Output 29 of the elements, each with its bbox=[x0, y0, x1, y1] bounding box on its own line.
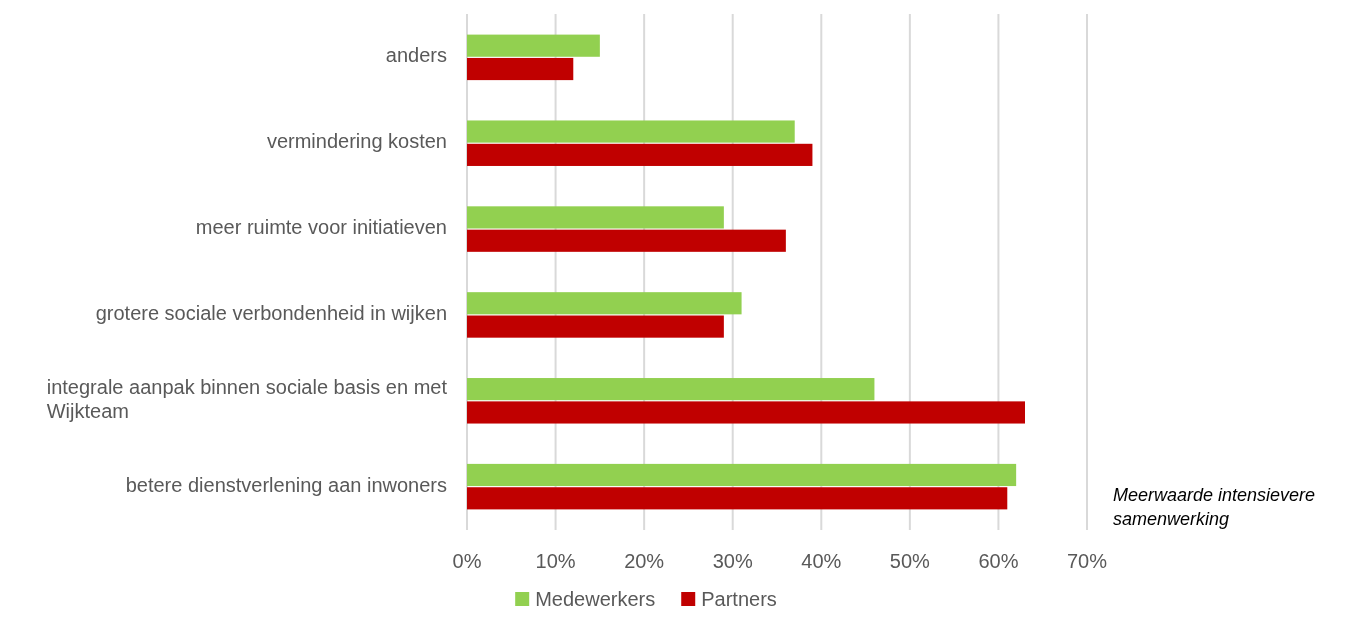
bar bbox=[467, 143, 813, 166]
y-tick-label: integrale aanpak binnen sociale basis en met Wijkteam bbox=[46, 376, 448, 423]
y-tick-label: vermindering kosten bbox=[266, 130, 447, 153]
x-tick-label: 50% bbox=[889, 550, 931, 572]
legend-label: Partners bbox=[701, 588, 777, 610]
bar bbox=[467, 57, 574, 81]
bar bbox=[467, 120, 795, 143]
bar bbox=[467, 206, 724, 229]
bar bbox=[467, 378, 875, 401]
bar bbox=[467, 463, 1017, 487]
bar bbox=[467, 487, 1008, 510]
x-tick-label: 70% bbox=[1066, 550, 1108, 572]
bar bbox=[467, 401, 1025, 424]
x-tick-label: 30% bbox=[712, 550, 753, 572]
bar bbox=[467, 229, 786, 252]
legend-label: Medewerkers bbox=[535, 588, 656, 610]
text: Meerwaarde intensievere samenwerking bbox=[1113, 485, 1316, 529]
x-tick-label: 60% bbox=[978, 550, 1019, 572]
x-tick-label: 0% bbox=[452, 550, 482, 572]
bar bbox=[467, 34, 600, 57]
y-tick-label: anders bbox=[385, 44, 447, 67]
bar bbox=[467, 315, 724, 338]
x-tick-label: 20% bbox=[624, 550, 665, 572]
y-tick-label: meer ruimte voor initiatieven bbox=[195, 216, 447, 239]
bar bbox=[467, 292, 742, 315]
y-tick-label: betere dienstverlening aan inwoners bbox=[125, 473, 447, 496]
y-tick-label: grotere sociale verbondenheid in wijken bbox=[95, 302, 447, 325]
x-tick-label: 40% bbox=[801, 550, 842, 572]
x-tick-label: 10% bbox=[535, 550, 576, 572]
